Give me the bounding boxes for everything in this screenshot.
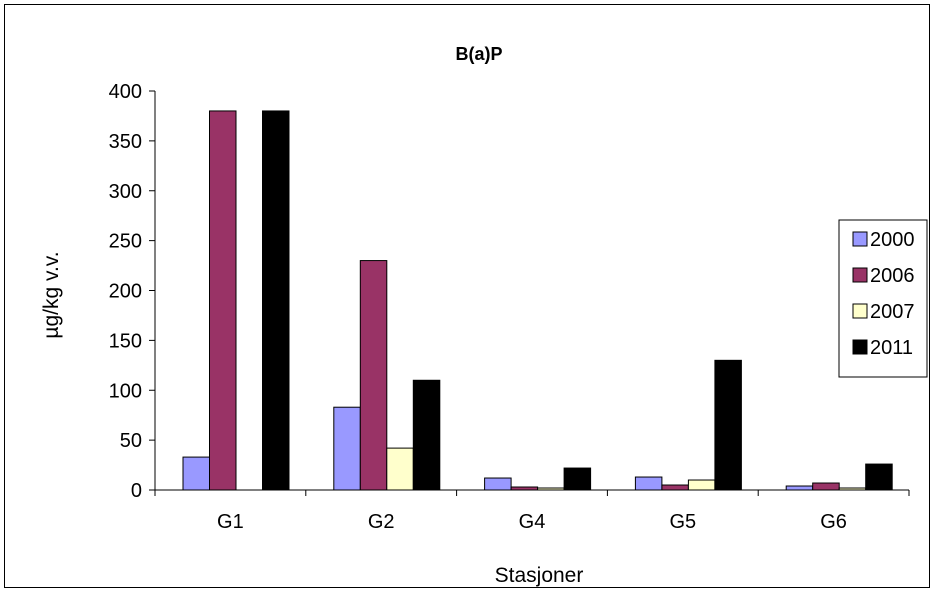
- bar-2007-G4: [537, 487, 565, 491]
- y-tick-label: 50: [120, 430, 142, 452]
- bar-2000-G5: [634, 476, 663, 491]
- bar-2006-G1: [209, 110, 237, 491]
- x-tick-label: G1: [217, 511, 244, 533]
- x-axis: G1 G2 G4 G5 G6: [154, 489, 910, 533]
- legend-swatch-2011: [852, 339, 868, 355]
- x-tick-label: G5: [669, 511, 696, 533]
- chart-frame: B(a)P 0 50 100 150 200 250 300 350 400 G1 G2 G4 G5 G…: [4, 4, 930, 588]
- legend: 2000 2006 2007 2011: [838, 219, 928, 378]
- bar-2007-G6: [838, 487, 867, 491]
- legend-label-2006: 2006: [870, 265, 915, 287]
- y-axis: 0 50 100 150 200 250 300 350 400: [109, 81, 156, 502]
- bar-2011-G5: [714, 359, 742, 491]
- bar-2011-G2: [412, 379, 441, 491]
- y-tick-label: 100: [109, 380, 142, 402]
- bar-2007-G2: [386, 447, 414, 491]
- x-axis-title: Stasjoner: [495, 564, 584, 587]
- legend-swatch-2006: [852, 267, 868, 283]
- bar-2000-G2: [333, 406, 361, 491]
- legend-label-2011: 2011: [870, 337, 913, 359]
- y-tick-label: 400: [109, 81, 142, 103]
- x-tick-label: G4: [519, 511, 546, 533]
- x-tick-label: G2: [368, 511, 395, 533]
- y-tick-label: 300: [109, 181, 142, 203]
- legend-label-2007: 2007: [870, 301, 915, 323]
- y-tick-label: 0: [131, 480, 142, 502]
- bar-2011-G6: [865, 463, 893, 491]
- y-tick-label: 150: [109, 330, 142, 352]
- bar-2006-G4: [510, 486, 539, 491]
- bar-2006-G5: [661, 484, 689, 491]
- y-tick-label: 200: [109, 281, 142, 303]
- x-tick-label: G6: [820, 511, 847, 533]
- bar-2011-G4: [563, 467, 592, 491]
- bar-2000-G6: [785, 485, 814, 491]
- chart-title: B(a)P: [455, 44, 502, 64]
- y-tick-label: 250: [109, 231, 142, 253]
- y-axis-title: µg/kg v.v.: [40, 251, 63, 338]
- bar-2011-G1: [262, 110, 290, 491]
- bar-2000-G1: [182, 456, 210, 491]
- legend-swatch-2000: [852, 231, 868, 247]
- bar-2006-G2: [359, 260, 388, 491]
- bar-2006-G6: [812, 482, 840, 491]
- legend-label-2000: 2000: [870, 229, 915, 251]
- bar-2007-G5: [687, 479, 716, 491]
- bars: [182, 110, 893, 491]
- bar-2000-G4: [484, 477, 512, 491]
- legend-swatch-2007: [852, 303, 868, 319]
- y-tick-label: 350: [109, 131, 142, 153]
